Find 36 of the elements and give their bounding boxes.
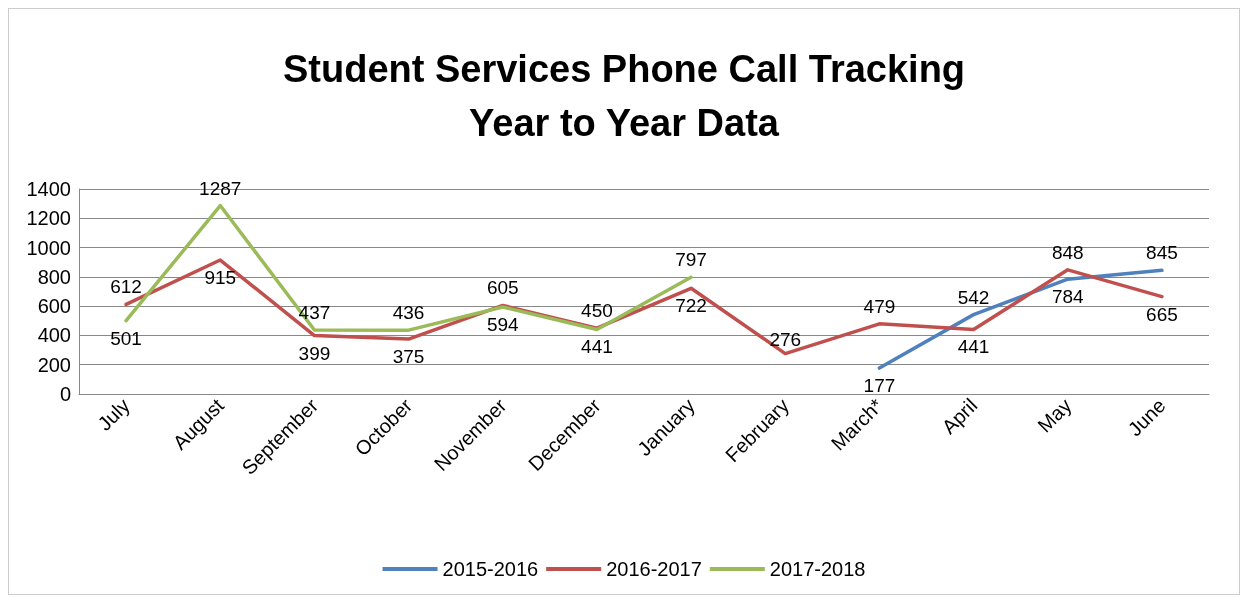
data-label: 375 (392, 346, 425, 368)
data-label: 722 (675, 295, 707, 317)
data-label: 605 (486, 277, 519, 299)
data-label: 177 (863, 375, 896, 397)
y-tick-label: 1400 (26, 178, 71, 200)
y-tick-label: 0 (59, 383, 71, 405)
y-tick-label: 600 (37, 295, 71, 318)
x-tick-label: May (1033, 394, 1076, 437)
data-label: 915 (204, 267, 237, 289)
data-label: 399 (298, 342, 331, 364)
legend-label: 2017-2018 (769, 558, 866, 580)
data-label: 479 (863, 295, 896, 317)
data-label: 845 (1146, 242, 1178, 264)
data-label: 450 (581, 300, 613, 322)
data-label: 797 (675, 249, 707, 271)
data-label: 542 (957, 286, 990, 308)
data-label: 612 (110, 276, 142, 298)
y-tick-label: 200 (37, 353, 71, 376)
y-tick-label: 800 (37, 265, 71, 288)
data-label: 1287 (199, 177, 242, 199)
data-label: 441 (581, 336, 613, 358)
chart-title: Student Services Phone Call Tracking Year to Year Data (282, 48, 966, 144)
y-tick-label: 1200 (26, 207, 71, 230)
legend-label: 2015-2016 (442, 558, 539, 580)
data-label: 441 (957, 336, 990, 358)
data-label: 501 (110, 327, 142, 349)
y-tick-label: 1000 (26, 236, 71, 259)
data-label: 436 (392, 302, 425, 324)
data-label: 848 (1051, 241, 1084, 263)
data-label: 665 (1146, 303, 1178, 325)
y-tick-label: 400 (37, 324, 71, 347)
data-label: 594 (486, 314, 520, 336)
data-label: 276 (769, 328, 802, 350)
x-tick-label: July (93, 394, 134, 435)
data-label: 784 (1051, 286, 1085, 308)
legend-label: 2016-2017 (606, 558, 702, 580)
